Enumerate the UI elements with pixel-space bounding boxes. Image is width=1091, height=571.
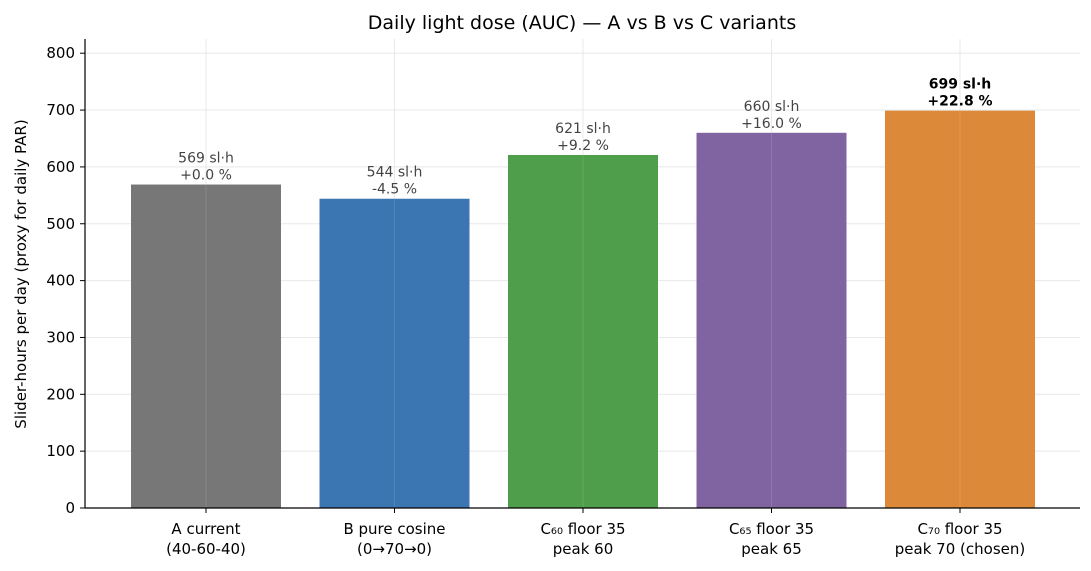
x-tick-label: (0→70→0) [357, 540, 432, 558]
x-tick-label: (40-60-40) [166, 540, 246, 558]
y-tick-label: 600 [46, 158, 75, 176]
bar [696, 132, 847, 509]
x-tick-label: C₇₀ floor 35 [917, 520, 1002, 538]
data-label: +16.0 % [741, 116, 802, 132]
y-tick-label: 0 [65, 499, 75, 517]
x-tick-label: peak 65 [741, 540, 801, 558]
data-label: 569 sl·h [178, 151, 234, 167]
x-tick-label: C₆₅ floor 35 [729, 520, 814, 538]
y-tick-label: 100 [46, 442, 75, 460]
data-label: 621 sl·h [555, 121, 611, 137]
y-tick-label: 200 [46, 385, 75, 403]
bars [131, 110, 1035, 509]
data-label: -4.5 % [372, 182, 417, 198]
y-ticks: 0 100 200 300 400 500 600 700 800 [46, 44, 85, 517]
data-label: +0.0 % [180, 168, 232, 184]
y-tick-label: 700 [46, 101, 75, 119]
data-label: 699 sl·h [929, 77, 992, 93]
x-ticks: A current (40-60-40) B pure cosine (0→70→0)… [166, 508, 1025, 558]
data-label: +9.2 % [557, 138, 609, 154]
x-tick-label: peak 70 (chosen) [895, 540, 1025, 558]
data-labels: 569 sl·h+0.0 % 544 sl·h-4.5 % 621 sl·h+9.2… [178, 77, 992, 198]
data-label: 660 sl·h [744, 99, 800, 115]
y-tick-label: 500 [46, 215, 75, 233]
data-label: 544 sl·h [367, 165, 423, 181]
y-tick-label: 300 [46, 328, 75, 346]
x-tick-label: B pure cosine [343, 520, 445, 538]
data-label: +22.8 % [927, 94, 992, 110]
bar [131, 184, 281, 509]
chart-title: Daily light dose (AUC) — A vs B vs C var… [368, 12, 796, 34]
x-tick-label: peak 60 [553, 540, 613, 558]
y-tick-label: 800 [46, 44, 75, 62]
x-tick-label: C₆₀ floor 35 [540, 520, 625, 538]
bar [508, 154, 658, 509]
bar [885, 110, 1035, 508]
y-axis-label: Slider-hours per day (proxy for daily PA… [12, 119, 30, 428]
y-tick-label: 400 [46, 272, 75, 290]
x-tick-label: A current [171, 520, 240, 538]
bar [319, 198, 470, 508]
